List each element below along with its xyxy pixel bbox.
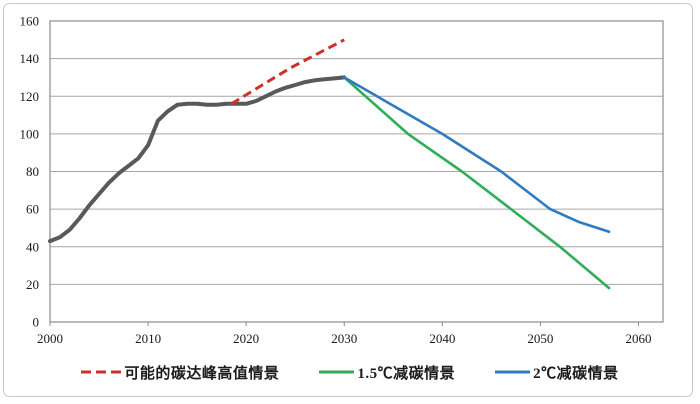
y-tick-label: 160 bbox=[20, 14, 40, 29]
y-tick-label: 140 bbox=[20, 51, 40, 66]
legend-item-peak-high-scenario: 可能的碳达峰高值情景 bbox=[81, 362, 279, 383]
legend-label-1p5c-scenario: 1.5℃减碳情景 bbox=[357, 365, 456, 382]
y-tick-label: 80 bbox=[26, 164, 39, 179]
x-tick-label: 2040 bbox=[429, 331, 455, 346]
green-line-swatch bbox=[319, 370, 355, 374]
legend-item-2c-scenario: 2℃减碳情景 bbox=[495, 362, 619, 383]
y-tick-label: 0 bbox=[33, 315, 40, 330]
series-line-peak-high-scenario bbox=[230, 38, 345, 106]
x-tick-label: 2020 bbox=[233, 331, 259, 346]
x-tick-label: 2060 bbox=[625, 331, 651, 346]
red-dashed-line-swatch bbox=[81, 370, 122, 374]
legend-item-1p5c-scenario: 1.5℃减碳情景 bbox=[319, 362, 455, 383]
chart-frame bbox=[3, 3, 693, 397]
legend-label-peak-high-scenario: 可能的碳达峰高值情景 bbox=[124, 365, 280, 382]
y-tick-label: 100 bbox=[20, 126, 40, 141]
y-tick-label: 40 bbox=[26, 239, 39, 254]
series-line-scenario-1p5c bbox=[342, 76, 611, 290]
y-tick-label: 20 bbox=[26, 277, 39, 292]
series-line-scenario-2c bbox=[342, 76, 611, 233]
x-tick-label: 2050 bbox=[527, 331, 553, 346]
x-tick-label: 2010 bbox=[135, 331, 161, 346]
x-tick-label: 2030 bbox=[331, 331, 357, 346]
x-tick-label: 2000 bbox=[37, 331, 63, 346]
blue-line-swatch bbox=[495, 370, 531, 374]
chart-legend: 可能的碳达峰高值情景 1.5℃减碳情景 2℃减碳情景 bbox=[0, 361, 700, 383]
legend-label-2c-scenario: 2℃减碳情景 bbox=[533, 365, 619, 382]
series-line-historical-emissions bbox=[48, 75, 347, 244]
y-tick-label: 60 bbox=[26, 202, 39, 217]
y-tick-label: 120 bbox=[20, 89, 40, 104]
plot-border bbox=[49, 20, 664, 323]
